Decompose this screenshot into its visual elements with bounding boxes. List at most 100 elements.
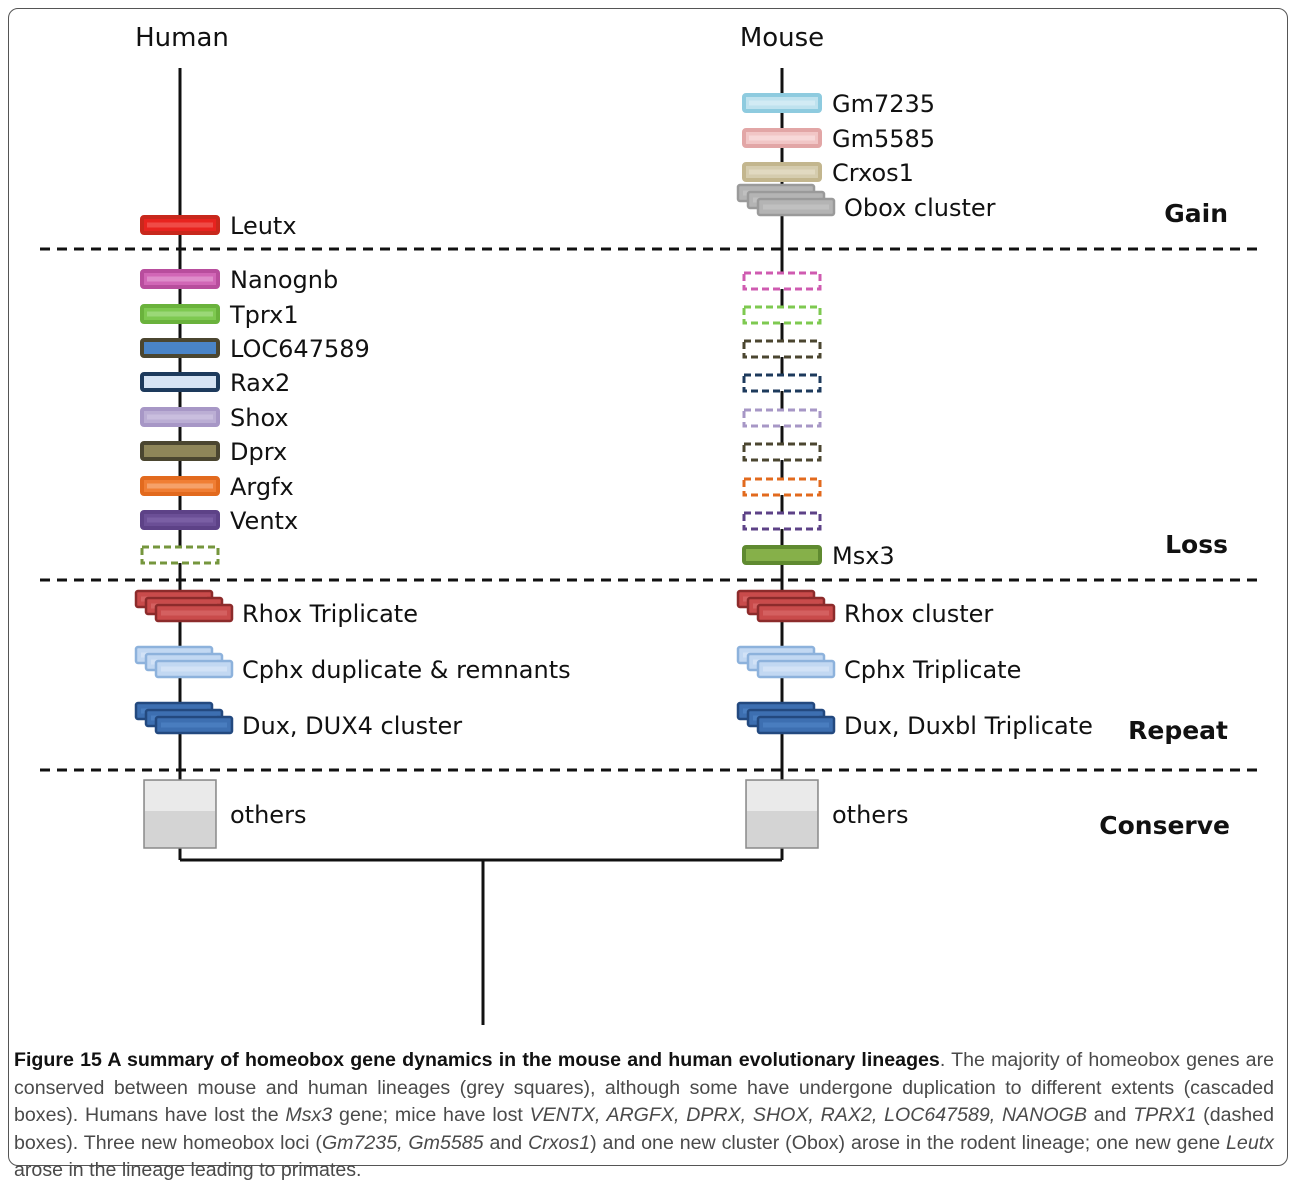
human-gene-1: Nanognb [140,266,338,294]
human-column-header: Human [135,23,229,53]
cascade-box-highlight [763,610,829,616]
gene-label: Rhox Triplicate [242,600,418,628]
gene-label: Dux, DUX4 cluster [242,712,462,740]
caption-italic-term: Crxos1 [528,1131,591,1154]
lost-gene-box [742,442,822,462]
caption-title: Figure 15 A summary of homeobox gene dyn… [14,1049,940,1071]
gene-label: others [230,801,306,829]
caption-text: . The majority of homeobox genes are con… [14,1049,1275,1126]
caption-italic-term: TPRX1 [1133,1104,1197,1126]
human-gene-5: Shox [140,404,289,432]
mouse-column-header: Mouse [740,23,824,53]
gene-label: Argfx [230,473,294,501]
human-gene-0: Leutx [140,212,297,240]
human-gene-11: Cphx duplicate & remnants [134,645,571,684]
cascade-box-highlight [763,722,829,728]
gene-box-highlight [147,517,213,523]
mouse-gene-5 [742,305,822,325]
caption-italic-term: Leutx [1226,1131,1274,1154]
cascade-box-highlight [763,204,829,210]
gene-label: Rax2 [230,369,290,397]
gene-label: Nanognb [230,266,338,294]
gene-box-highlight [749,552,815,558]
caption-text: and [1086,1104,1134,1126]
figure-caption: Figure 15 A summary of homeobox gene dyn… [14,1047,1274,1185]
mouse-gene-12: Msx3 [742,542,895,570]
gene-markers: Leutx Nanognb Tprx1 LOC647589 Rax2 Shox Dprx Ar… [134,90,1093,849]
gene-box-highlight [147,414,213,420]
gene-label: Obox cluster [844,194,996,222]
gene-label: Gm7235 [832,90,935,118]
human-gene-10: Rhox Triplicate [134,589,418,628]
gene-box-highlight [147,276,213,282]
gene-label: Rhox cluster [844,600,993,628]
section-label-conserve: Conserve [1099,811,1230,840]
gene-label: Tprx1 [229,301,299,329]
mouse-gene-8 [742,408,822,428]
gene-box-highlight [147,379,213,385]
caption-italic-term: Gm7235, Gm5585 [321,1131,484,1154]
section-label-repeat: Repeat [1128,716,1228,745]
caption-italic-term: VENTX, ARGFX, DPRX, SHOX, RAX2, LOC64758… [529,1104,1087,1126]
gene-label: Ventx [230,507,298,535]
mouse-gene-2: Crxos1 [742,159,914,187]
lost-gene-box [742,477,822,497]
homeobox-diagram: Human Mouse Gain Loss Repeat Conserve Le… [40,23,1258,1025]
caption-text: (dashed boxes). Three new homeobox loci … [14,1104,1274,1154]
human-gene-3: LOC647589 [140,335,370,363]
caption-body: . The majority of homeobox genes are con… [14,1049,1274,1181]
gene-label: Dprx [230,438,287,466]
human-gene-7: Argfx [140,473,294,501]
human-gene-9 [140,545,220,565]
mouse-gene-7 [742,373,822,393]
gene-label: others [832,801,908,829]
human-gene-4: Rax2 [140,369,290,397]
section-label-loss: Loss [1165,530,1228,559]
gene-box-highlight [147,483,213,489]
caption-text: ) and one new cluster (Obox) arose in th… [590,1131,1227,1154]
mouse-gene-14: Cphx Triplicate [736,645,1021,684]
mouse-gene-1: Gm5585 [742,125,935,153]
conserved-gene-square-shade [145,781,215,811]
gene-box-highlight [749,100,815,106]
caption-text: arose in the lineage leading to primates… [14,1159,362,1181]
caption-text: and [483,1131,529,1154]
gene-label: Dux, Duxbl Triplicate [844,712,1093,740]
human-gene-13: others [143,779,306,849]
gene-box-highlight [147,222,213,228]
mouse-gene-4 [742,271,822,291]
human-gene-8: Ventx [140,507,298,535]
gene-label: Shox [230,404,289,432]
gene-box-highlight [147,448,213,454]
gene-label: Msx3 [832,542,895,570]
mouse-gene-10 [742,477,822,497]
section-dividers [40,247,1258,772]
mouse-gene-6 [742,339,822,359]
gene-label: LOC647589 [230,335,370,363]
human-gene-6: Dprx [140,438,287,466]
cascade-box-highlight [763,666,829,672]
mouse-gene-0: Gm7235 [742,90,935,118]
lost-gene-box [742,305,822,325]
lost-gene-box [742,511,822,531]
cascade-box-highlight [161,610,227,616]
figure-frame [8,8,1288,1166]
gene-label: Gm5585 [832,125,935,153]
lost-gene-box [742,373,822,393]
lost-gene-box [742,408,822,428]
gene-label: Cphx Triplicate [844,656,1021,684]
gene-box-highlight [749,135,815,141]
conserved-gene-square-shade [747,781,817,811]
cascade-box-highlight [161,666,227,672]
cascade-box-highlight [161,722,227,728]
mouse-gene-13: Rhox cluster [736,589,993,628]
gene-box-highlight [749,169,815,175]
caption-text: gene; mice have lost [332,1104,530,1126]
gene-label: Leutx [230,212,297,240]
human-gene-12: Dux, DUX4 cluster [134,701,462,740]
gene-box-highlight [147,345,213,351]
lost-gene-box [140,545,220,565]
mouse-gene-9 [742,442,822,462]
human-gene-2: Tprx1 [140,301,299,329]
mouse-gene-11 [742,511,822,531]
